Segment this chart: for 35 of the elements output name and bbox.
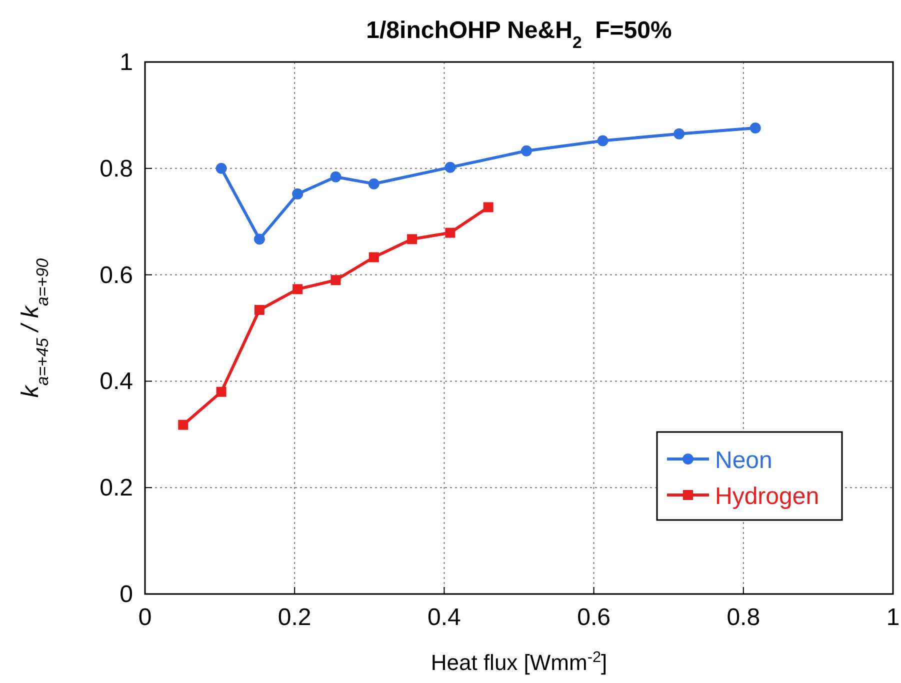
y-tick-label: 0.2 bbox=[100, 474, 133, 502]
point bbox=[368, 178, 380, 190]
legend-label: Neon bbox=[715, 447, 772, 474]
point bbox=[178, 420, 188, 430]
point bbox=[445, 228, 456, 238]
x-axis-title: Heat flux [Wmm$^{-2}$] bbox=[430, 648, 608, 675]
point bbox=[444, 162, 456, 173]
point bbox=[254, 304, 264, 315]
x-tick-label: 0.6 bbox=[577, 604, 610, 631]
x-tick-label: 0 bbox=[138, 604, 152, 631]
point bbox=[483, 202, 494, 212]
x-tick-label: 1 bbox=[886, 604, 900, 631]
x-tick-label: 0.2 bbox=[278, 604, 312, 631]
point bbox=[292, 188, 304, 200]
point bbox=[330, 275, 341, 286]
chart-title: 1/8inchOHP Ne&H$_{2}$ F=50% bbox=[366, 17, 672, 52]
point bbox=[674, 128, 685, 140]
legend-label: Hydrogen bbox=[715, 483, 820, 510]
point bbox=[254, 234, 265, 245]
point bbox=[597, 135, 608, 146]
point bbox=[216, 386, 226, 397]
y-tick-label: 1 bbox=[120, 49, 133, 76]
point bbox=[750, 122, 761, 134]
point bbox=[368, 252, 379, 262]
x-tick-label: 0.8 bbox=[726, 604, 760, 631]
x-tick-label: 0.4 bbox=[428, 604, 461, 631]
y-tick-label: 0.6 bbox=[100, 262, 133, 289]
point bbox=[330, 171, 342, 182]
point bbox=[292, 284, 303, 294]
y-tick-label: 0 bbox=[120, 581, 133, 608]
point bbox=[216, 162, 227, 174]
y-tick-label: 0.8 bbox=[100, 155, 133, 182]
point bbox=[407, 234, 418, 244]
point bbox=[520, 145, 532, 156]
y-tick-label: 0.4 bbox=[100, 368, 133, 396]
